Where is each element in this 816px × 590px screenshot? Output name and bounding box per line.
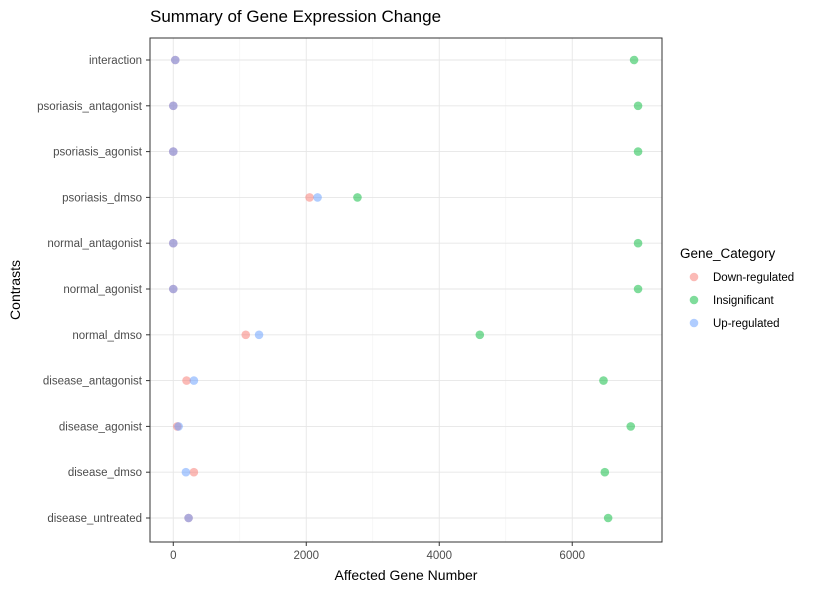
point-insignificant xyxy=(633,147,643,156)
point-up-regulated xyxy=(168,284,178,294)
legend-key-up-regulated xyxy=(689,318,699,328)
y-tick-label: interaction xyxy=(89,55,142,67)
y-tick-label: normal_antagonist xyxy=(47,238,142,250)
point-insignificant xyxy=(603,513,613,523)
x-tick-label: 4000 xyxy=(426,550,452,562)
grid xyxy=(150,38,662,542)
point-down-regulated xyxy=(189,467,199,477)
y-axis: disease_untreated disease_dmso disease_ago… xyxy=(37,55,150,525)
x-axis-title: Affected Gene Number xyxy=(335,567,478,583)
point-insignificant xyxy=(600,467,610,477)
y-tick-label: disease_untreated xyxy=(47,513,142,525)
point-insignificant xyxy=(475,330,485,340)
point-up-regulated xyxy=(254,330,264,340)
point-insignificant xyxy=(633,284,643,294)
y-tick-label: disease_antagonist xyxy=(43,376,143,388)
legend-label-insignificant: Insignificant xyxy=(713,295,775,307)
point-up-regulated xyxy=(168,238,178,248)
point-up-regulated xyxy=(168,101,178,111)
legend-label-up-regulated: Up-regulated xyxy=(713,318,779,330)
data-points xyxy=(168,55,643,523)
legend: Gene_Category Down-regulated Insignifican… xyxy=(680,246,794,330)
x-tick-label: 2000 xyxy=(293,550,319,562)
y-axis-title: Contrasts xyxy=(7,260,23,320)
point-up-regulated xyxy=(189,376,199,385)
y-tick-label: disease_agonist xyxy=(59,421,143,433)
y-tick-label: normal_dmso xyxy=(72,330,142,342)
point-down-regulated xyxy=(182,376,191,385)
point-down-regulated xyxy=(305,193,314,202)
x-tick-label: 0 xyxy=(170,550,176,562)
legend-title: Gene_Category xyxy=(680,246,776,261)
legend-key-down-regulated xyxy=(689,272,699,282)
point-up-regulated xyxy=(184,513,193,523)
point-insignificant xyxy=(353,193,362,202)
legend-label-down-regulated: Down-regulated xyxy=(713,272,794,284)
plot-panel-border xyxy=(149,37,663,543)
point-insignificant xyxy=(626,422,636,431)
y-tick-label: normal_agonist xyxy=(63,284,142,296)
legend-key-insignificant xyxy=(689,295,699,305)
y-tick-label: disease_dmso xyxy=(68,467,142,479)
point-up-regulated xyxy=(181,467,191,477)
point-insignificant xyxy=(629,55,639,65)
point-up-regulated xyxy=(168,147,178,156)
point-insignificant xyxy=(599,376,608,385)
point-insignificant xyxy=(633,238,643,248)
point-down-regulated xyxy=(241,330,251,340)
point-insignificant xyxy=(633,101,643,111)
y-tick-label: psoriasis_agonist xyxy=(53,147,143,159)
y-tick-label: psoriasis_antagonist xyxy=(37,101,143,113)
chart-title: Summary of Gene Expression Change xyxy=(150,7,441,26)
y-tick-label: psoriasis_dmso xyxy=(62,192,142,204)
x-tick-label: 6000 xyxy=(559,550,585,562)
x-axis: 0 2000 4000 6000 xyxy=(170,542,585,562)
point-up-regulated xyxy=(174,422,183,431)
point-up-regulated xyxy=(170,55,180,65)
point-up-regulated xyxy=(313,193,322,202)
